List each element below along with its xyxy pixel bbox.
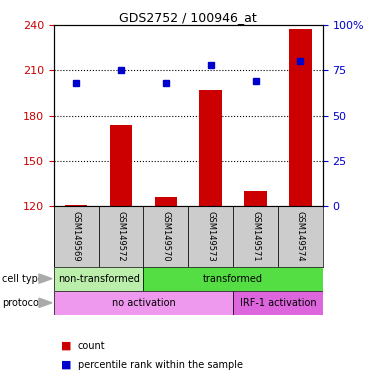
Bar bbox=[200, 90, 222, 206]
Bar bbox=[110, 125, 132, 206]
Text: GSM149574: GSM149574 bbox=[296, 211, 305, 262]
Text: transformed: transformed bbox=[203, 274, 263, 284]
Text: GSM149571: GSM149571 bbox=[251, 211, 260, 262]
Text: non-transformed: non-transformed bbox=[58, 274, 139, 284]
Text: ■: ■ bbox=[61, 341, 72, 351]
Bar bbox=[99, 206, 144, 266]
Bar bbox=[233, 291, 323, 315]
Title: GDS2752 / 100946_at: GDS2752 / 100946_at bbox=[119, 11, 257, 24]
Bar bbox=[233, 206, 278, 266]
Text: no activation: no activation bbox=[112, 298, 175, 308]
Text: GSM149569: GSM149569 bbox=[72, 211, 81, 262]
Bar bbox=[65, 205, 88, 206]
Bar bbox=[188, 206, 233, 266]
Bar bbox=[144, 206, 188, 266]
Text: GSM149573: GSM149573 bbox=[206, 211, 215, 262]
Bar bbox=[155, 197, 177, 206]
Text: GSM149570: GSM149570 bbox=[161, 211, 170, 262]
Text: percentile rank within the sample: percentile rank within the sample bbox=[78, 360, 243, 370]
Bar bbox=[278, 206, 323, 266]
Bar bbox=[289, 30, 312, 206]
Bar bbox=[54, 206, 99, 266]
Text: protocol: protocol bbox=[2, 298, 42, 308]
Text: cell type: cell type bbox=[2, 274, 44, 284]
Bar bbox=[54, 266, 144, 291]
Text: count: count bbox=[78, 341, 105, 351]
Text: ■: ■ bbox=[61, 360, 72, 370]
Bar bbox=[244, 191, 267, 206]
Bar bbox=[144, 266, 323, 291]
Text: IRF-1 activation: IRF-1 activation bbox=[240, 298, 316, 308]
Text: GSM149572: GSM149572 bbox=[116, 211, 125, 262]
Bar bbox=[54, 291, 233, 315]
